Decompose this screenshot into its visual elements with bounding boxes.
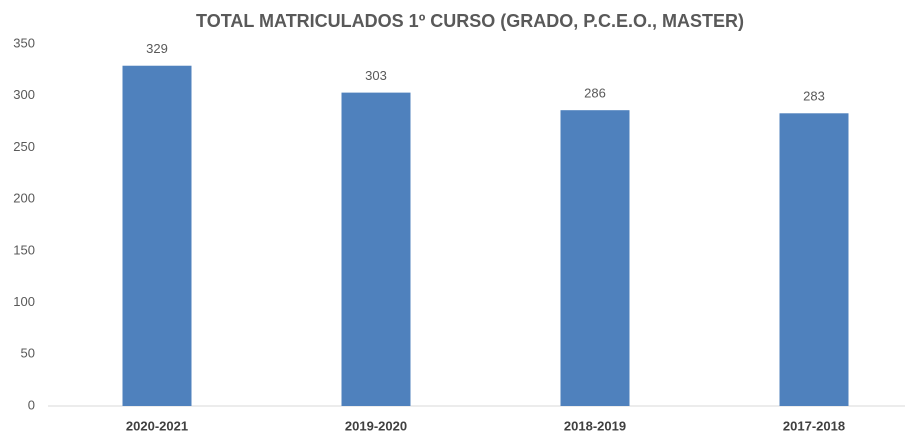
y-tick-label: 150 bbox=[13, 242, 35, 257]
y-tick-label: 200 bbox=[13, 191, 35, 206]
data-label: 286 bbox=[584, 86, 606, 101]
y-tick-label: 100 bbox=[13, 294, 35, 309]
data-label: 303 bbox=[365, 68, 387, 83]
x-tick-label: 2019-2020 bbox=[345, 418, 407, 432]
y-tick-label: 300 bbox=[13, 87, 35, 102]
x-tick-label: 2018-2019 bbox=[564, 418, 626, 432]
y-tick-label: 50 bbox=[21, 346, 35, 361]
chart-title: TOTAL MATRICULADOS 1º CURSO (GRADO, P.C.… bbox=[196, 11, 744, 31]
y-tick-label: 250 bbox=[13, 139, 35, 154]
y-tick-label: 350 bbox=[13, 35, 35, 50]
bar bbox=[122, 65, 192, 406]
x-tick-label: 2017-2018 bbox=[783, 418, 845, 432]
bar bbox=[560, 110, 630, 407]
data-label: 283 bbox=[803, 89, 825, 104]
y-tick-label: 0 bbox=[28, 397, 35, 412]
bar bbox=[341, 92, 411, 407]
x-tick-label: 2020-2021 bbox=[126, 418, 188, 432]
data-label: 329 bbox=[146, 41, 168, 56]
bar bbox=[779, 113, 849, 406]
